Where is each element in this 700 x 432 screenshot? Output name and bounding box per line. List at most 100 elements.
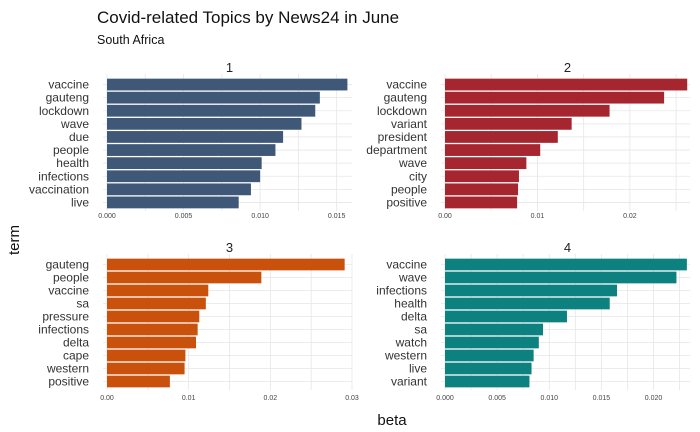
facet-panels: vaccinegautenglockdownwaveduepeoplehealt…	[29, 60, 690, 402]
x-tick-label: 0.000	[98, 213, 116, 220]
facet-panel-3: gautengpeoplevaccinesapressureinfections…	[38, 240, 359, 402]
bar-western	[445, 349, 534, 362]
term-label: infections	[38, 323, 89, 337]
term-label: vaccine	[386, 258, 427, 272]
facet-panel-1: vaccinegautenglockdownwaveduepeoplehealt…	[29, 60, 352, 220]
bar-infections	[107, 170, 261, 183]
x-tick-label: 0.005	[488, 395, 506, 402]
term-label: variant	[391, 375, 428, 389]
term-label: live	[409, 362, 427, 376]
bar-people	[445, 183, 519, 196]
term-label: gauteng	[46, 258, 89, 272]
facet-label: 1	[226, 60, 233, 75]
x-tick-label: 0.005	[175, 213, 193, 220]
x-tick-label: 0.010	[251, 213, 269, 220]
x-tick-label: 0.02	[264, 395, 278, 402]
bar-delta	[107, 336, 197, 349]
bar-lockdown	[107, 104, 316, 117]
bar-positive	[445, 196, 518, 209]
bar-president	[445, 131, 558, 143]
term-label: due	[69, 130, 89, 144]
facet-label: 2	[564, 60, 571, 75]
x-tick-label: 0.010	[540, 395, 558, 402]
term-label: lockdown	[377, 104, 427, 118]
facet-panel-2: vaccinegautenglockdownvariantpresidentde…	[366, 60, 690, 220]
bar-wave	[445, 157, 527, 170]
term-label: wave	[398, 271, 427, 285]
term-label: health	[56, 156, 89, 170]
bar-infections	[445, 284, 618, 297]
bar-department	[445, 144, 541, 156]
bar-wave	[445, 271, 677, 284]
bar-positive	[107, 375, 170, 388]
term-label: wave	[398, 156, 427, 170]
x-tick-label: 0.015	[328, 213, 346, 220]
bar-delta	[445, 310, 567, 323]
x-tick-label: 0.01	[531, 213, 545, 220]
bar-wave	[107, 117, 302, 130]
y-axis-title: term	[6, 225, 23, 255]
bar-people	[107, 144, 276, 156]
x-tick-label: 0.015	[593, 395, 611, 402]
x-tick-label: 0.00	[100, 395, 114, 402]
bar-sa	[107, 297, 206, 310]
term-label: positive	[386, 195, 427, 209]
term-label: variant	[391, 117, 428, 131]
bar-variant	[445, 117, 572, 130]
term-label: sa	[414, 323, 427, 337]
chart-title: Covid-related Topics by News24 in June	[97, 8, 399, 27]
bar-gauteng	[107, 91, 320, 104]
term-label: vaccine	[48, 78, 89, 92]
term-label: western	[46, 362, 89, 376]
term-label: positive	[48, 375, 89, 389]
term-label: infections	[38, 169, 89, 183]
chart-subtitle: South Africa	[97, 33, 164, 47]
bar-gauteng	[107, 258, 345, 271]
bar-variant	[445, 375, 530, 388]
bar-vaccine	[107, 78, 348, 91]
term-label: vaccine	[48, 284, 89, 298]
x-tick-label: 0.02	[623, 213, 637, 220]
bar-health	[107, 157, 262, 170]
term-label: vaccine	[386, 78, 427, 92]
bar-lockdown	[445, 104, 610, 117]
term-label: people	[53, 271, 89, 285]
term-label: vaccination	[29, 182, 89, 196]
x-axis-title: beta	[377, 412, 407, 429]
x-tick-label: 0.03	[345, 395, 359, 402]
facet-label: 3	[226, 240, 233, 255]
term-label: delta	[63, 336, 89, 350]
term-label: watch	[395, 336, 427, 350]
bar-vaccine	[445, 78, 688, 91]
bar-people	[107, 271, 262, 284]
bar-watch	[445, 336, 539, 349]
term-label: infections	[376, 284, 427, 298]
x-tick-label: 0.00	[438, 213, 452, 220]
bar-vaccination	[107, 183, 251, 196]
term-label: pressure	[42, 310, 89, 324]
facet-label: 4	[564, 240, 571, 255]
bar-cape	[107, 349, 186, 362]
term-label: cape	[63, 349, 89, 363]
bar-vaccine	[107, 284, 209, 297]
bar-live	[107, 196, 239, 209]
term-label: wave	[60, 117, 89, 131]
term-label: sa	[76, 297, 89, 311]
facet-panel-4: vaccinewaveinfectionshealthdeltasawatchw…	[376, 240, 690, 402]
term-label: department	[366, 143, 427, 157]
bar-vaccine	[445, 258, 687, 271]
bar-live	[445, 362, 532, 375]
bar-gauteng	[445, 91, 665, 104]
bar-pressure	[107, 310, 200, 323]
bar-sa	[445, 323, 543, 336]
bar-western	[107, 362, 185, 375]
term-label: gauteng	[384, 91, 427, 105]
bar-infections	[107, 323, 198, 336]
term-label: lockdown	[39, 104, 89, 118]
x-tick-label: 0.01	[182, 395, 196, 402]
x-tick-label: 0.000	[436, 395, 454, 402]
x-tick-label: 0.020	[645, 395, 663, 402]
term-label: people	[53, 143, 89, 157]
term-label: health	[394, 297, 427, 311]
